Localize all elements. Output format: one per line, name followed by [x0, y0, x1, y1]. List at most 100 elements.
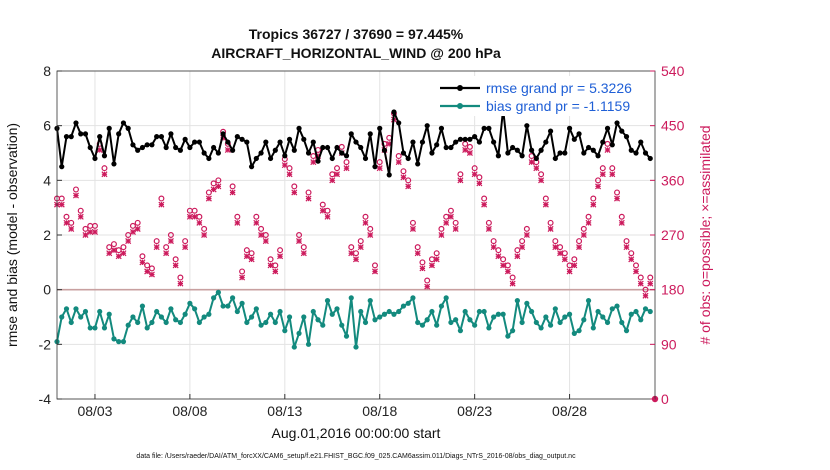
rmse-point — [604, 125, 611, 131]
bias-point — [78, 314, 84, 320]
possible-obs-point — [637, 274, 644, 281]
rmse-point — [566, 125, 573, 131]
assimilated-obs-point — [514, 253, 521, 260]
rmse-point — [486, 125, 492, 131]
possible-obs-point — [618, 213, 625, 220]
x-ticks: 08/03 08/08 08/13 08/18 08/23 08/28 — [77, 394, 587, 419]
rmse-point — [510, 144, 516, 151]
bias-point — [315, 317, 321, 323]
possible-obs-point — [400, 168, 407, 175]
assimilated-obs-point — [253, 219, 260, 226]
rmse-point — [130, 142, 136, 148]
assimilated-obs-point — [82, 231, 89, 239]
possible-obs-point — [343, 159, 350, 166]
rmse-point — [633, 150, 639, 156]
rmse-point — [315, 158, 321, 164]
bias-point — [59, 314, 65, 320]
rmse-point — [177, 147, 183, 153]
possible-obs-point — [286, 165, 293, 172]
possible-obs-point — [642, 286, 649, 293]
assimilated-obs-point — [267, 262, 274, 269]
rmse-point — [381, 147, 388, 153]
rmse-point — [320, 144, 326, 151]
bias-point — [329, 311, 335, 317]
rmse-point — [476, 139, 482, 145]
assimilated-obs-point — [495, 253, 502, 260]
bias-point — [87, 325, 93, 331]
possible-obs-point — [595, 177, 602, 184]
rmse-point — [201, 150, 207, 156]
possible-obs-point — [329, 171, 336, 178]
rmse-point — [82, 131, 89, 137]
assimilated-obs-point — [552, 244, 559, 251]
possible-obs-point — [106, 244, 113, 251]
assimilated-obs-point — [72, 192, 80, 199]
assimilated-obs-point — [500, 262, 507, 269]
bias-point — [419, 322, 426, 328]
assimilated-obs-point — [376, 165, 383, 172]
right-y-tick-label: 90 — [661, 336, 677, 352]
x-tick-label: 08/23 — [457, 403, 492, 419]
right-y-tick-label: 0 — [661, 391, 669, 407]
possible-obs-point — [338, 143, 345, 150]
assimilated-obs-point — [433, 256, 440, 263]
possible-obs-point — [447, 207, 454, 214]
assimilated-obs-point — [571, 262, 578, 269]
bias-point — [415, 319, 421, 326]
observation-count-markers — [53, 110, 659, 403]
bias-point — [453, 317, 459, 323]
bias-point — [623, 328, 630, 334]
bias-point — [481, 308, 487, 315]
rmse-point — [324, 144, 331, 151]
y-tick-label: 2 — [43, 227, 51, 243]
assimilated-obs-point — [205, 195, 212, 202]
bias-point — [372, 317, 378, 323]
possible-obs-point — [72, 186, 79, 193]
assimilated-obs-point — [115, 253, 122, 260]
assimilated-obs-point — [538, 177, 545, 184]
possible-obs-point — [552, 238, 559, 245]
assimilated-obs-point — [296, 238, 303, 245]
bias-point — [324, 298, 331, 304]
rmse-point — [225, 139, 231, 145]
bias-point — [429, 308, 435, 315]
rmse-point — [116, 131, 122, 137]
rmse-point — [547, 128, 554, 134]
rmse-point — [424, 123, 430, 129]
y-tick-label: 8 — [43, 63, 51, 79]
possible-obs-point — [296, 232, 303, 239]
assimilated-obs-point — [485, 225, 492, 232]
possible-obs-point — [243, 247, 250, 254]
bias-point — [367, 298, 373, 304]
possible-obs-point — [476, 174, 483, 181]
possible-obs-point — [324, 207, 331, 214]
possible-obs-point — [177, 274, 184, 281]
bias-point — [609, 306, 615, 312]
bias-point — [63, 306, 70, 312]
rmse-point — [187, 144, 193, 151]
legend-rmse-label: rmse grand pr = 5.3226 — [486, 80, 632, 96]
bias-point — [486, 325, 492, 331]
assimilated-obs-point — [348, 250, 355, 257]
bias-point — [339, 322, 345, 328]
bias-point — [116, 339, 122, 345]
assimilated-obs-point — [509, 280, 516, 287]
bias-point — [158, 314, 165, 320]
rmse-point — [543, 139, 549, 145]
bias-point — [173, 317, 179, 323]
assimilated-obs-point — [77, 213, 84, 220]
bias-point — [410, 295, 416, 301]
rmse-point — [258, 150, 264, 156]
rmse-point — [514, 147, 520, 153]
bias-point — [353, 344, 359, 350]
possible-obs-point — [519, 238, 526, 245]
possible-obs-point — [542, 195, 549, 202]
assimilated-obs-point — [58, 201, 65, 208]
possible-obs-point — [481, 195, 488, 202]
right-y-axis-label: # of obs: o=possible; ×=assimilated — [697, 125, 713, 344]
assimilated-obs-point — [362, 219, 369, 226]
assimilated-obs-point — [419, 265, 426, 272]
possible-obs-point — [153, 238, 160, 245]
bias-point — [154, 308, 160, 315]
bias-point — [130, 314, 136, 320]
